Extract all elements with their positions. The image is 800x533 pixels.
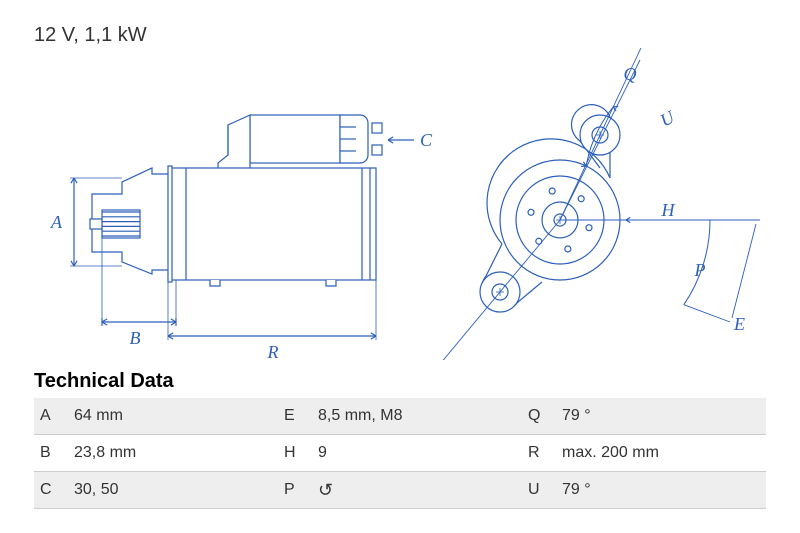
table-cell: Q79 ° — [522, 407, 766, 425]
cell-value: 23,8 mm — [74, 444, 136, 462]
cell-key: A — [34, 407, 74, 425]
table-cell: B23,8 mm — [34, 444, 278, 462]
cell-value: 30, 50 — [74, 481, 118, 499]
cell-key: Q — [522, 407, 562, 425]
cell-value: ↻ — [318, 480, 333, 501]
svg-text:U: U — [657, 106, 679, 130]
cell-key: P — [278, 481, 318, 499]
table-cell: Rmax. 200 mm — [522, 444, 766, 462]
cell-value: 79 ° — [562, 407, 591, 425]
svg-text:C: C — [420, 130, 433, 150]
cell-key: B — [34, 444, 74, 462]
table-cell: U79 ° — [522, 481, 766, 499]
table-cell: A64 mm — [34, 407, 278, 425]
technical-diagram: A B R C U Q P H E — [0, 40, 800, 360]
table-cell: C30, 50 — [34, 481, 278, 499]
cell-key: H — [278, 444, 318, 462]
rotation-icon: ↻ — [318, 480, 333, 501]
cell-key: R — [522, 444, 562, 462]
svg-text:A: A — [50, 212, 63, 232]
cell-value: 64 mm — [74, 407, 123, 425]
svg-text:E: E — [733, 314, 745, 334]
technical-data-table: A64 mmE8,5 mm, M8Q79 °B23,8 mmH9Rmax. 20… — [34, 398, 766, 509]
cell-value: 8,5 mm, M8 — [318, 407, 402, 425]
svg-text:P: P — [694, 260, 706, 280]
table-row: B23,8 mmH9Rmax. 200 mm — [34, 435, 766, 472]
table-row: A64 mmE8,5 mm, M8Q79 ° — [34, 398, 766, 435]
technical-data-heading: Technical Data — [34, 370, 174, 393]
svg-text:B: B — [130, 328, 141, 348]
cell-key: U — [522, 481, 562, 499]
svg-text:R: R — [267, 342, 279, 360]
table-row: C30, 50P↻U79 ° — [34, 472, 766, 509]
svg-text:H: H — [661, 200, 676, 220]
cell-value: 79 ° — [562, 481, 591, 499]
svg-text:Q: Q — [624, 64, 637, 84]
cell-key: C — [34, 481, 74, 499]
table-cell: E8,5 mm, M8 — [278, 407, 522, 425]
cell-value: max. 200 mm — [562, 444, 659, 462]
table-cell: H9 — [278, 444, 522, 462]
cell-key: E — [278, 407, 318, 425]
cell-value: 9 — [318, 444, 327, 462]
table-cell: P↻ — [278, 480, 522, 501]
